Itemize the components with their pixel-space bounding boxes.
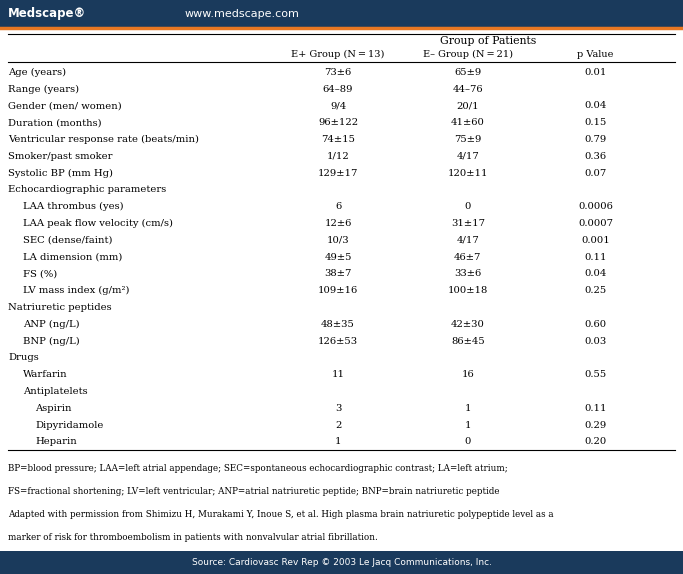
Text: 100±18: 100±18: [447, 286, 488, 295]
Text: Warfarin: Warfarin: [23, 370, 68, 379]
Text: 1: 1: [464, 404, 471, 413]
Text: BNP (ng/L): BNP (ng/L): [23, 336, 80, 346]
Text: Dipyridamole: Dipyridamole: [36, 421, 104, 429]
Text: Ventricular response rate (beats/min): Ventricular response rate (beats/min): [8, 135, 199, 144]
Text: 0.11: 0.11: [585, 253, 607, 262]
Text: 129±17: 129±17: [318, 169, 359, 178]
Text: marker of risk for thromboembolism in patients with nonvalvular atrial fibrillat: marker of risk for thromboembolism in pa…: [8, 533, 380, 542]
Text: 0.36: 0.36: [585, 152, 607, 161]
Text: 96±122: 96±122: [318, 118, 358, 127]
Text: 16: 16: [462, 370, 474, 379]
Text: 9/4: 9/4: [330, 102, 346, 111]
Text: 3: 3: [335, 404, 342, 413]
Text: Echocardiographic parameters: Echocardiographic parameters: [8, 185, 167, 195]
Text: 64–89: 64–89: [323, 85, 353, 94]
Text: Group of Patients: Group of Patients: [440, 36, 535, 46]
Text: 6: 6: [335, 202, 342, 211]
Text: 41±60: 41±60: [451, 118, 485, 127]
Text: 73±6: 73±6: [324, 68, 352, 77]
Text: 0.0007: 0.0007: [578, 219, 613, 228]
Text: 0.15: 0.15: [585, 118, 607, 127]
Text: LA dimension (mm): LA dimension (mm): [23, 253, 122, 262]
Text: 0.04: 0.04: [585, 102, 607, 111]
Text: Adapted with permission from Shimizu H, Murakami Y, Inoue S, et al. High plasma : Adapted with permission from Shimizu H, …: [8, 510, 554, 519]
Text: 0.29: 0.29: [585, 421, 607, 429]
Text: 0: 0: [464, 202, 471, 211]
Text: Medscape®: Medscape®: [8, 7, 87, 20]
Text: 0.11: 0.11: [585, 404, 607, 413]
Text: 0.20: 0.20: [585, 437, 607, 447]
Text: 74±15: 74±15: [321, 135, 355, 144]
Text: 65±9: 65±9: [454, 68, 482, 77]
Text: Aspirin: Aspirin: [36, 404, 72, 413]
Text: 0: 0: [464, 437, 471, 447]
Text: p Value: p Value: [577, 50, 614, 59]
Text: Source: Cardiovasc Rev Rep © 2003 Le Jacq Communications, Inc.: Source: Cardiovasc Rev Rep © 2003 Le Jac…: [191, 558, 492, 567]
Text: 0.25: 0.25: [585, 286, 607, 295]
Text: LAA peak flow velocity (cm/s): LAA peak flow velocity (cm/s): [23, 219, 173, 228]
Text: FS (%): FS (%): [23, 269, 57, 278]
Text: 2: 2: [335, 421, 342, 429]
Text: 33±6: 33±6: [454, 269, 482, 278]
Text: Heparin: Heparin: [36, 437, 77, 447]
Text: 0.55: 0.55: [585, 370, 607, 379]
Text: 0.001: 0.001: [581, 236, 610, 245]
Text: 86±45: 86±45: [451, 336, 485, 346]
Text: Smoker/past smoker: Smoker/past smoker: [8, 152, 113, 161]
Text: 0.01: 0.01: [585, 68, 607, 77]
Text: 42±30: 42±30: [451, 320, 485, 329]
Text: 49±5: 49±5: [324, 253, 352, 262]
Text: 12±6: 12±6: [324, 219, 352, 228]
Text: Antiplatelets: Antiplatelets: [23, 387, 88, 396]
Text: 44–76: 44–76: [453, 85, 483, 94]
Text: 4/17: 4/17: [456, 152, 479, 161]
Text: 1: 1: [335, 437, 342, 447]
Text: 0.03: 0.03: [585, 336, 607, 346]
Text: E– Group (N = 21): E– Group (N = 21): [423, 50, 513, 59]
Text: 0.79: 0.79: [585, 135, 607, 144]
Text: LAA thrombus (yes): LAA thrombus (yes): [23, 202, 124, 211]
Text: 120±11: 120±11: [447, 169, 488, 178]
Text: 0.60: 0.60: [585, 320, 607, 329]
Text: FS=fractional shortening; LV=left ventricular; ANP=atrial natriuretic peptide; B: FS=fractional shortening; LV=left ventri…: [8, 487, 500, 496]
Text: 20/1: 20/1: [456, 102, 479, 111]
Text: 109±16: 109±16: [318, 286, 358, 295]
Text: 11: 11: [331, 370, 345, 379]
Text: Gender (men/ women): Gender (men/ women): [8, 102, 122, 111]
Text: Duration (months): Duration (months): [8, 118, 102, 127]
Text: E+ Group (N = 13): E+ Group (N = 13): [292, 50, 385, 59]
Text: Systolic BP (mm Hg): Systolic BP (mm Hg): [8, 169, 113, 178]
Text: Range (years): Range (years): [8, 84, 79, 94]
Text: Age (years): Age (years): [8, 68, 66, 77]
Text: 38±7: 38±7: [324, 269, 352, 278]
Text: Natriuretic peptides: Natriuretic peptides: [8, 303, 112, 312]
Text: 0.07: 0.07: [585, 169, 607, 178]
Text: 0.0006: 0.0006: [578, 202, 613, 211]
Text: 1: 1: [464, 421, 471, 429]
Text: Drugs: Drugs: [8, 354, 39, 362]
Text: 46±7: 46±7: [454, 253, 482, 262]
Text: ANP (ng/L): ANP (ng/L): [23, 320, 80, 329]
Text: 0.04: 0.04: [585, 269, 607, 278]
Text: SEC (dense/faint): SEC (dense/faint): [23, 236, 113, 245]
Text: 31±17: 31±17: [451, 219, 485, 228]
Text: LV mass index (g/m²): LV mass index (g/m²): [23, 286, 130, 295]
Text: 10/3: 10/3: [326, 236, 350, 245]
Text: BP=blood pressure; LAA=left atrial appendage; SEC=spontaneous echocardiographic : BP=blood pressure; LAA=left atrial appen…: [8, 464, 508, 473]
Text: 75±9: 75±9: [454, 135, 482, 144]
Text: 1/12: 1/12: [326, 152, 350, 161]
Text: www.medscape.com: www.medscape.com: [184, 9, 299, 19]
Text: 4/17: 4/17: [456, 236, 479, 245]
Text: 126±53: 126±53: [318, 336, 358, 346]
Text: 48±35: 48±35: [321, 320, 355, 329]
